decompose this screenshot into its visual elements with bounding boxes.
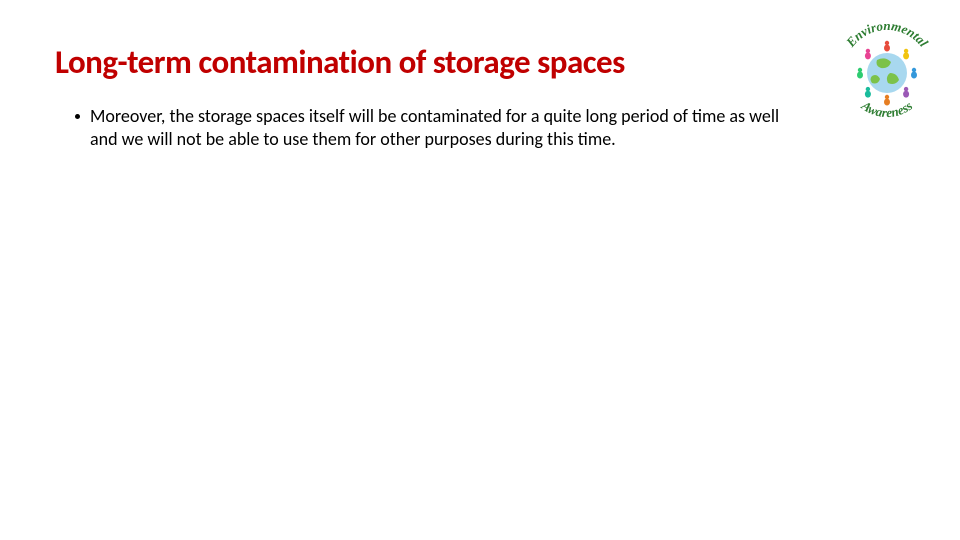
- logo-svg: Environmental Awareness: [832, 18, 942, 128]
- bullet-text: Moreover, the storage spaces itself will…: [90, 105, 795, 150]
- logo-figure-icon: [903, 49, 909, 60]
- bullet-item: Moreover, the storage spaces itself will…: [75, 105, 795, 150]
- logo-figure-icon: [884, 41, 890, 52]
- slide-body: Moreover, the storage spaces itself will…: [75, 105, 795, 150]
- logo-figure-icon: [865, 49, 871, 60]
- environmental-awareness-logo: Environmental Awareness: [832, 18, 942, 128]
- logo-figure-icon: [857, 68, 863, 79]
- globe-icon: [867, 53, 907, 93]
- logo-figure-icon: [884, 95, 890, 106]
- slide-title: Long-term contamination of storage space…: [55, 42, 775, 82]
- logo-figure-icon: [911, 68, 917, 79]
- logo-figure-icon: [903, 87, 909, 98]
- slide: Long-term contamination of storage space…: [0, 0, 960, 540]
- bullet-marker: [75, 114, 80, 119]
- logo-figure-icon: [865, 87, 871, 98]
